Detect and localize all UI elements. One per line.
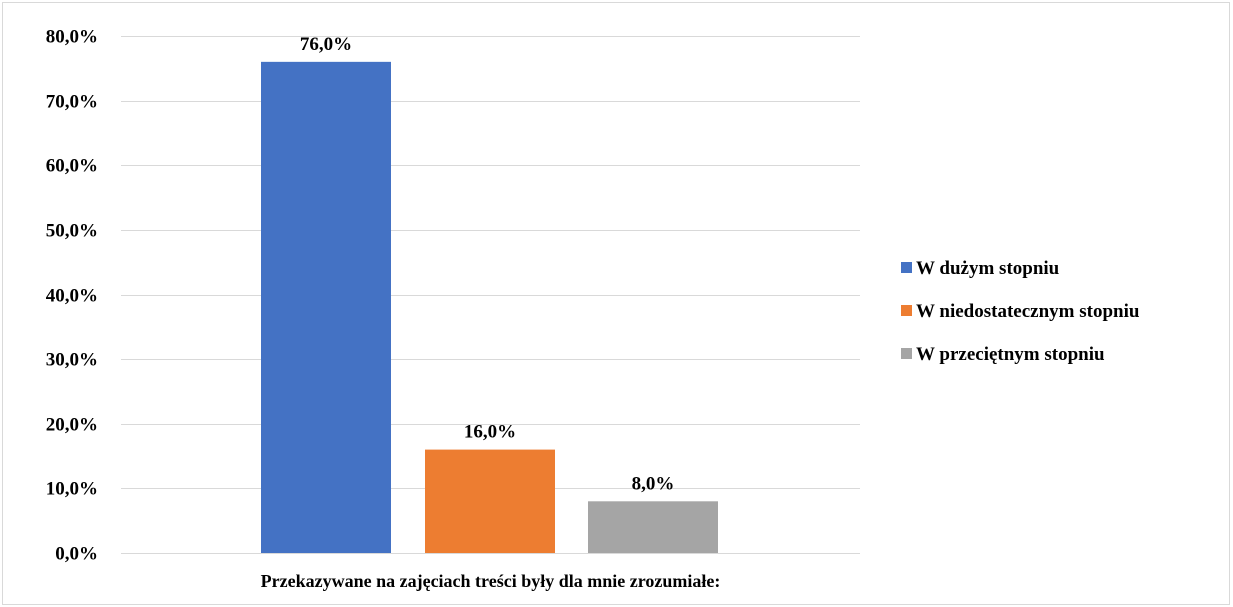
- legend-label: W niedostatecznym stopniu: [916, 301, 1140, 322]
- y-axis-ticks: 0,0% 10,0% 20,0% 30,0% 40,0% 50,0% 60,0% 70,0% 8…: [46, 27, 98, 565]
- bar: [261, 61, 391, 553]
- y-tick-label: 40,0%: [46, 286, 98, 307]
- y-tick-label: 60,0%: [46, 156, 98, 177]
- y-tick-label: 50,0%: [46, 221, 98, 242]
- y-tick-label: 0,0%: [55, 544, 98, 565]
- data-label: 8,0%: [632, 473, 675, 494]
- y-tick-label: 20,0%: [46, 415, 98, 436]
- data-label: 76,0%: [300, 34, 352, 55]
- x-axis-category-label: Przekazywane na zajęciach treści były dl…: [261, 571, 721, 591]
- legend-swatch: [901, 348, 912, 359]
- y-tick-label: 80,0%: [46, 27, 98, 48]
- y-tick-label: 30,0%: [46, 350, 98, 371]
- legend-label: W dużym stopniu: [916, 258, 1060, 279]
- bar-chart: 0,0% 10,0% 20,0% 30,0% 40,0% 50,0% 60,0% 70,0% 8…: [46, 27, 1140, 592]
- y-tick-label: 10,0%: [46, 479, 98, 500]
- y-tick-label: 70,0%: [46, 92, 98, 113]
- legend-swatch: [901, 305, 912, 316]
- bars: [261, 61, 718, 553]
- legend-swatch: [901, 262, 912, 273]
- legend: W dużym stopniu W niedostatecznym stopniu…: [901, 258, 1140, 365]
- gridlines: [121, 36, 860, 554]
- legend-label: W przeciętnym stopniu: [916, 344, 1105, 365]
- bar: [425, 449, 555, 553]
- data-label: 16,0%: [464, 422, 516, 443]
- data-labels: 76,0% 16,0% 8,0%: [300, 34, 675, 494]
- bar: [588, 501, 718, 553]
